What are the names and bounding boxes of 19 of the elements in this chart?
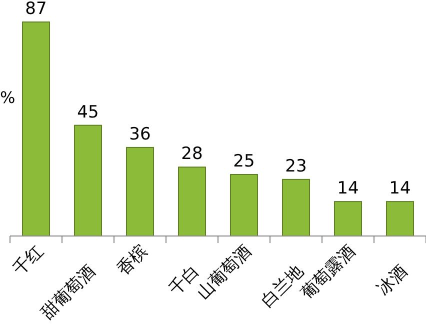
data-label: 36: [129, 124, 151, 144]
bar: [126, 146, 154, 236]
bar: [334, 201, 362, 236]
data-label: 28: [181, 144, 203, 164]
data-label: 14: [389, 178, 411, 199]
data-label: 23: [285, 156, 307, 176]
data-label: 14: [337, 178, 359, 199]
bar: [178, 166, 206, 236]
bar: [386, 201, 414, 236]
bar: [282, 178, 310, 236]
bar: [22, 22, 50, 236]
x-tick-label: 冰酒: [373, 261, 412, 300]
x-tick-label: 香槟: [113, 241, 152, 280]
data-label: 25: [233, 152, 255, 172]
y-axis-title: %: [0, 88, 16, 107]
bar: [230, 174, 258, 236]
data-label: 87: [25, 0, 47, 19]
data-label: 45: [77, 102, 99, 122]
bar: [74, 124, 102, 236]
